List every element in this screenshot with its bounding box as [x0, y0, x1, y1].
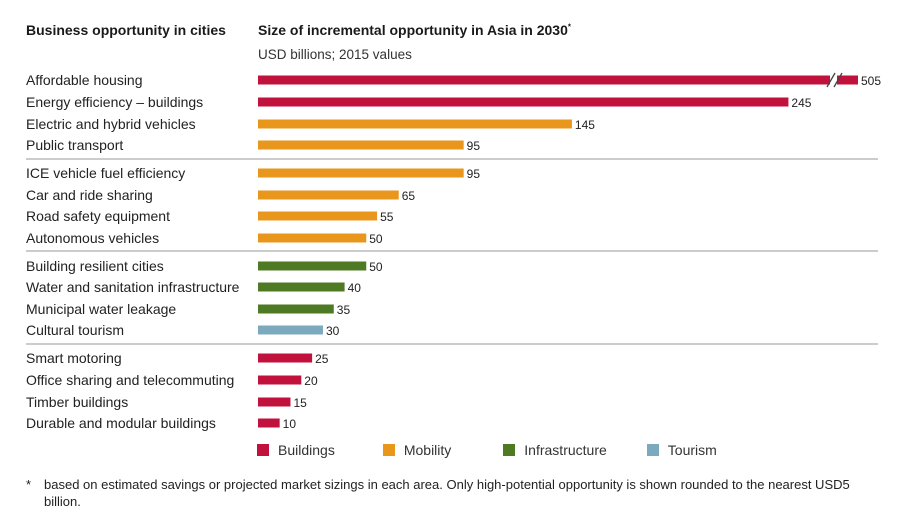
bar: [258, 211, 378, 221]
category-label: Office sharing and telecommuting: [26, 372, 234, 388]
bar: [258, 168, 464, 178]
bar: [258, 140, 464, 150]
legend-swatch: [646, 444, 659, 456]
value-label: 25: [315, 352, 329, 366]
bar: [258, 75, 858, 85]
legend-label: Tourism: [667, 442, 717, 458]
legend-label: Infrastructure: [524, 442, 607, 458]
value-label: 20: [304, 374, 318, 388]
category-label: Cultural tourism: [26, 322, 124, 338]
category-label: Municipal water leakage: [26, 301, 176, 317]
category-label: Autonomous vehicles: [26, 230, 159, 246]
axis-break-mark: [826, 72, 836, 88]
value-label: 15: [293, 396, 307, 410]
value-label: 35: [337, 303, 351, 317]
chart-title-text: Size of incremental opportunity in Asia …: [258, 22, 568, 38]
footnote: * based on estimated savings or projecte…: [26, 476, 886, 510]
bar: [258, 261, 367, 271]
legend-label: Buildings: [278, 442, 335, 458]
bar-chart: Affordable housing 505 Energy efficiency –…: [26, 72, 881, 431]
category-label: Water and sanitation infrastructure: [26, 279, 240, 295]
bar: [258, 282, 345, 292]
value-label: 50: [369, 260, 383, 274]
category-label: ICE vehicle fuel efficiency: [26, 165, 185, 181]
category-label: Building resilient cities: [26, 258, 164, 274]
legend-swatch: [503, 444, 516, 456]
bar: [258, 304, 334, 314]
value-label: 65: [402, 189, 416, 203]
category-label: Car and ride sharing: [26, 187, 153, 203]
legend-item-tourism: Tourism: [646, 442, 717, 458]
bar: [258, 353, 313, 363]
bar: [258, 119, 572, 129]
bar: [258, 325, 323, 335]
value-label: 145: [575, 118, 595, 132]
value-label: 95: [467, 167, 481, 181]
footnote-text: based on estimated savings or projected …: [44, 477, 850, 509]
chart-units: USD billions; 2015 values: [258, 47, 412, 62]
value-label: 95: [467, 139, 481, 153]
category-label: Affordable housing: [26, 72, 143, 88]
category-label: Public transport: [26, 137, 123, 153]
legend-swatch: [257, 444, 269, 456]
legend-label: Mobility: [403, 442, 452, 458]
chart-title: Size of incremental opportunity in Asia …: [258, 22, 571, 38]
legend-item-infrastructure: Infrastructure: [503, 442, 607, 458]
category-label: Timber buildings: [26, 394, 128, 410]
value-label: 55: [380, 210, 394, 224]
left-column-title: Business opportunity in cities: [26, 22, 226, 38]
value-label: 40: [348, 281, 362, 295]
legend-swatch: [382, 444, 395, 456]
value-label: 245: [791, 96, 811, 110]
value-label: 505: [861, 74, 881, 88]
category-label: Durable and modular buildings: [26, 415, 216, 431]
value-label: 10: [283, 417, 297, 431]
value-label: 30: [326, 324, 340, 338]
value-label: 50: [369, 232, 383, 246]
axis-break-mark: [833, 72, 843, 88]
category-label: Smart motoring: [26, 350, 122, 366]
category-label: Road safety equipment: [26, 208, 170, 224]
bar: [258, 97, 789, 107]
chart-title-footnote-marker: *: [567, 22, 572, 32]
bar: [258, 418, 280, 428]
category-label: Energy efficiency – buildings: [26, 94, 203, 110]
legend-item-buildings: Buildings: [257, 442, 335, 458]
footnote-marker: *: [26, 477, 32, 492]
bar: [258, 190, 399, 200]
bar: [258, 233, 367, 243]
bar: [258, 375, 302, 385]
axis-break-gap: [830, 74, 837, 86]
bar: [258, 397, 291, 407]
legend: Buildings Mobility Infrastructure Tourism: [257, 442, 717, 458]
category-label: Electric and hybrid vehicles: [26, 116, 196, 132]
legend-item-mobility: Mobility: [382, 442, 452, 458]
